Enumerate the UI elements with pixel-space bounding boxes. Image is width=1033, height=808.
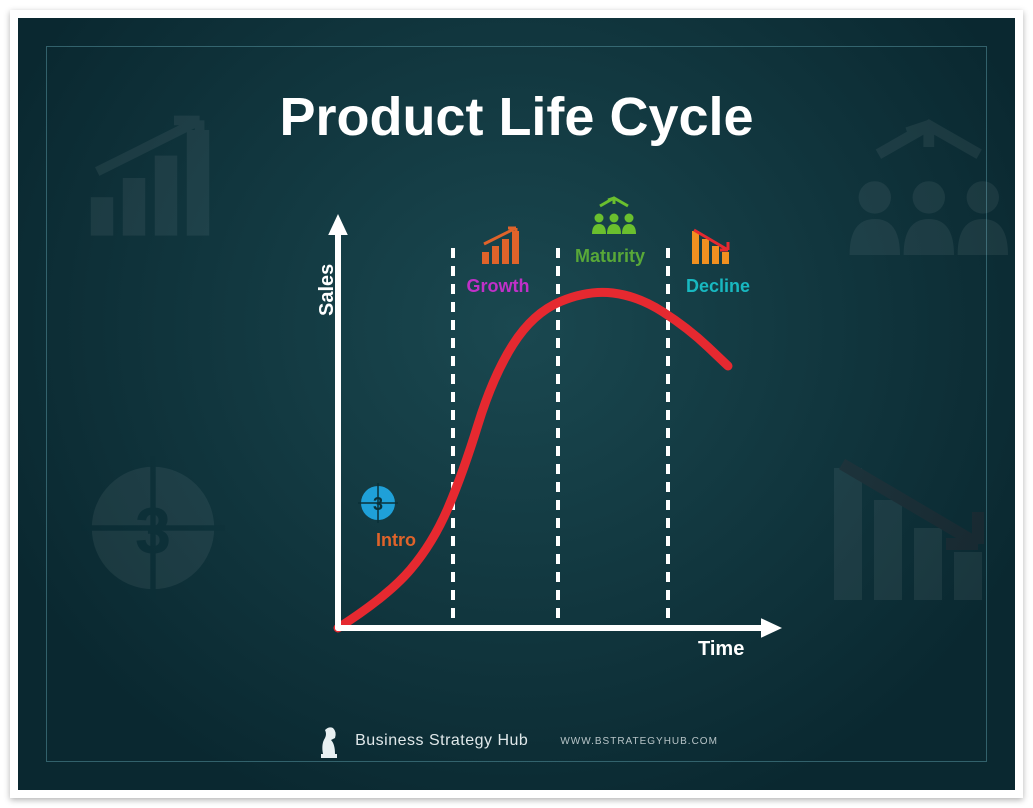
- svg-text:3: 3: [135, 494, 171, 567]
- x-axis-label: Time: [698, 638, 744, 661]
- watermark-bars-down: [818, 438, 1018, 618]
- background: 3 Product Life Cycle Sales Time Intro 3 …: [18, 18, 1015, 790]
- stage-icon-intro: 3: [353, 483, 403, 523]
- y-axis-label: Sales: [316, 264, 339, 316]
- footer: Business Strategy Hub www.bstrategyhub.c…: [18, 722, 1015, 760]
- stage-label-intro: Intro: [336, 530, 456, 551]
- chart-svg: [288, 198, 788, 658]
- stage-label-decline: Decline: [658, 276, 778, 297]
- chart-area: Sales Time Intro 3 Growth Maturity Decli…: [288, 198, 788, 658]
- svg-text:3: 3: [373, 494, 383, 514]
- footer-url: www.bstrategyhub.com: [560, 736, 718, 747]
- stage-icon-maturity: [586, 194, 636, 234]
- outer-frame: 3 Product Life Cycle Sales Time Intro 3 …: [10, 10, 1023, 798]
- stage-icon-growth: [478, 226, 528, 266]
- stage-label-maturity: Maturity: [550, 246, 670, 267]
- footer-brand: Business Strategy Hub: [355, 732, 528, 750]
- stage-icon-decline: [688, 226, 738, 266]
- watermark-countdown: 3: [63, 438, 243, 618]
- stage-label-growth: Growth: [438, 276, 558, 297]
- page-title: Product Life Cycle: [18, 86, 1015, 148]
- knight-icon: [315, 722, 343, 760]
